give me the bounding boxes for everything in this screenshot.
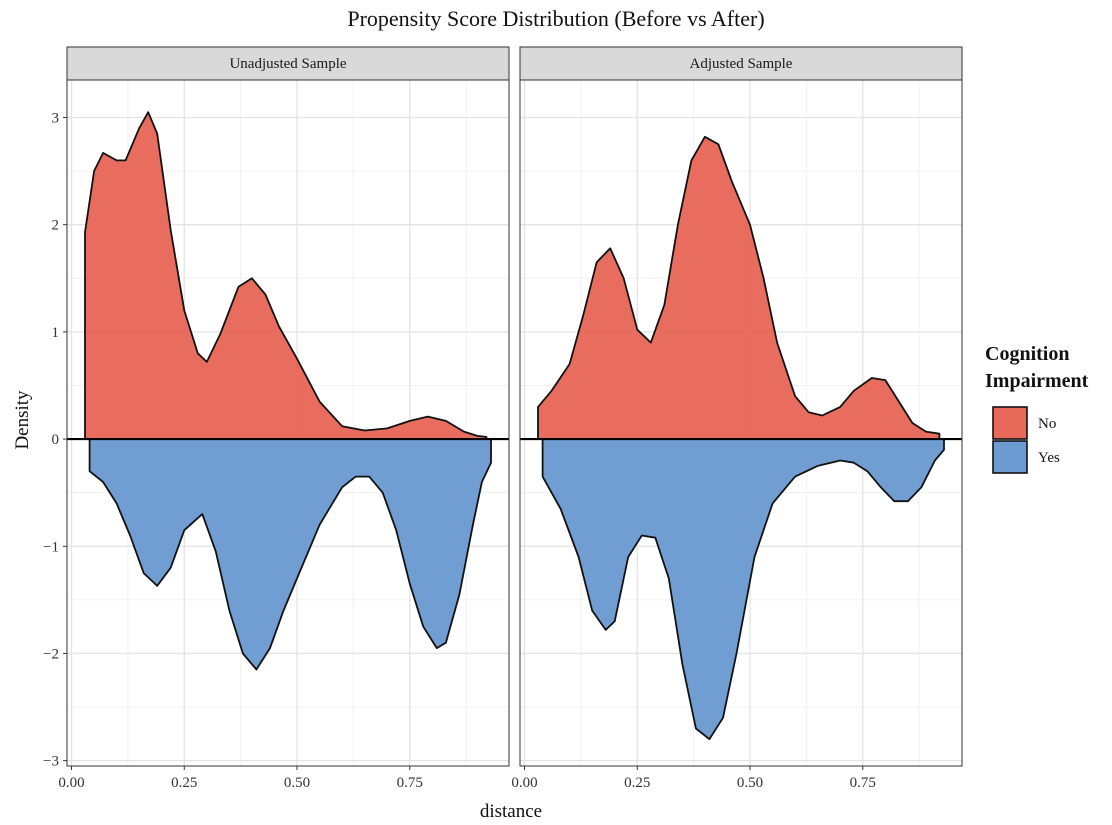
facet-panel-2: Adjusted Sample 0.00 0.25 0.50 0.75: [511, 46, 963, 791]
x-tick-label: 0.25: [171, 775, 197, 791]
y-tick-label: −1: [43, 539, 59, 555]
density-area-yes: [88, 438, 492, 671]
x-axis-title: distance: [480, 801, 542, 822]
legend-key-no: [992, 406, 1028, 440]
y-tick-label: 3: [52, 111, 60, 127]
x-tick-label: 0.75: [397, 775, 423, 791]
panel-border: [519, 79, 963, 767]
y-tick-label: −3: [43, 754, 59, 770]
facet-panel-1: Unadjusted Sample 0.00 0.25 0.50 0.75 −3 −2 −1 0…: [43, 46, 510, 791]
legend-key-yes: [992, 440, 1028, 474]
y-tick-label: −2: [43, 646, 59, 662]
x-tick-label: 0.50: [284, 775, 310, 791]
x-tick-label: 0.00: [58, 775, 84, 791]
y-tick-label: 2: [52, 218, 60, 234]
facet-strip: [519, 46, 963, 81]
legend-label-no: No: [1038, 416, 1056, 432]
panel-border: [66, 79, 510, 767]
x-tick-label: 0.75: [850, 775, 876, 791]
legend-label-yes: Yes: [1038, 450, 1060, 466]
density-area-yes: [541, 438, 945, 741]
y-tick-label: 1: [52, 325, 60, 341]
x-tick-label: 0.25: [624, 775, 650, 791]
facet-strip-label: Unadjusted Sample: [229, 56, 346, 72]
legend-title-line-1: Cognition: [985, 343, 1069, 365]
y-axis-title: Density: [12, 390, 33, 450]
facet-strip: [66, 46, 510, 81]
facet-panels: Unadjusted Sample 0.00 0.25 0.50 0.75 −3 −2 −1 0…: [43, 46, 963, 791]
chart-title: Propensity Score Distribution (Before vs…: [347, 6, 764, 31]
x-tick-label: 0.00: [511, 775, 537, 791]
facet-strip-label: Adjusted Sample: [690, 56, 793, 72]
legend-title-line-2: Impairment: [985, 370, 1089, 392]
legend: Cognition Impairment No Yes: [985, 343, 1089, 474]
density-area-no: [84, 111, 488, 440]
y-tick-label: 0: [52, 432, 60, 448]
x-tick-label: 0.50: [737, 775, 763, 791]
density-area-no: [537, 135, 941, 440]
